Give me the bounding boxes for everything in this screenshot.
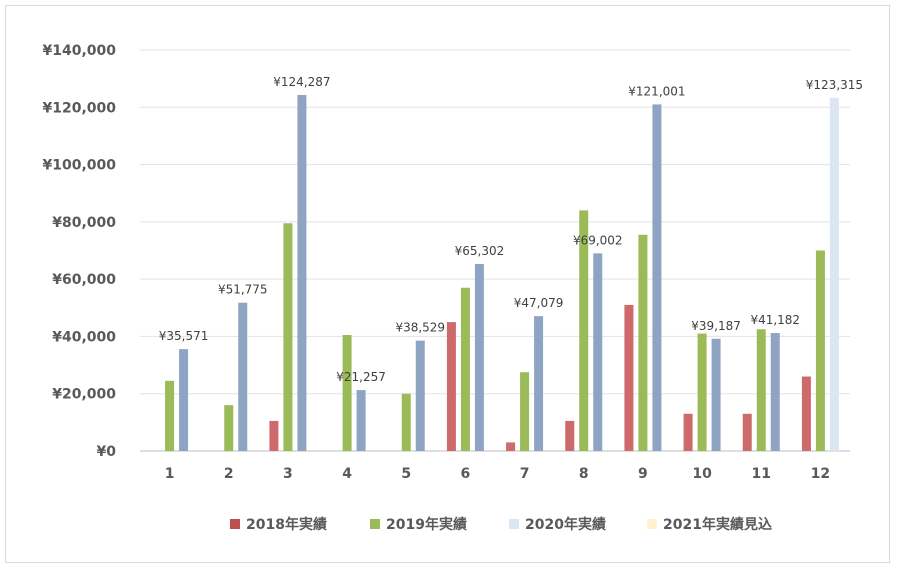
x-axis: 1 2 3 4 5 6 7 8 9 10 11 12 [165, 466, 830, 482]
bar-2018-9 [624, 304, 634, 451]
bar-2019-9 [638, 234, 648, 451]
bar-2018-10 [683, 413, 693, 451]
x-tick-label: 3 [283, 466, 293, 482]
bar-2019-5 [401, 393, 411, 451]
bar-2019-10 [697, 333, 707, 451]
data-label-9: ¥121,001 [628, 84, 685, 98]
data-label-8: ¥69,002 [573, 233, 623, 247]
x-tick-label: 11 [752, 466, 771, 482]
x-tick-label: 4 [342, 466, 352, 482]
bar-2018-12 [801, 376, 811, 451]
x-tick-label: 8 [579, 466, 589, 482]
x-tick-label: 5 [401, 466, 411, 482]
data-label-3: ¥124,287 [273, 75, 330, 89]
bar-2020-6 [474, 263, 484, 451]
x-tick-label: 6 [461, 466, 471, 482]
bar-2020-11 [770, 333, 780, 451]
data-label-2: ¥51,775 [218, 283, 268, 297]
y-tick-label: ¥20,000 [52, 387, 116, 403]
legend-label: 2020年実績 [525, 516, 606, 533]
data-label-5: ¥38,529 [395, 321, 445, 335]
x-tick-label: 7 [520, 466, 530, 482]
y-axis: ¥0 ¥20,000 ¥40,000 ¥60,000 ¥80,000 ¥100,000 ¥1… [42, 43, 116, 460]
legend-label: 2021年実績見込 [663, 516, 772, 533]
bar-2019-11 [756, 329, 766, 451]
x-tick-label: 9 [638, 466, 648, 482]
gridlines [140, 49, 850, 452]
data-labels: ¥35,571 ¥51,775 ¥124,287 ¥21,257 ¥38,529 ¥65,… [159, 75, 863, 384]
data-label-10: ¥39,187 [691, 319, 741, 333]
data-label-11: ¥41,182 [750, 313, 800, 327]
y-tick-label: ¥120,000 [42, 100, 116, 116]
bar-2020-5 [415, 340, 425, 451]
bar-2020-8 [593, 253, 603, 451]
legend-label: 2019年実績 [386, 516, 467, 533]
bar-2019-7 [520, 372, 530, 451]
y-tick-label: ¥140,000 [42, 43, 116, 59]
y-tick-label: ¥0 [97, 444, 117, 460]
x-tick-label: 2 [224, 466, 234, 482]
bar-2020-12 [829, 97, 839, 452]
legend-label: 2018年実績 [246, 516, 327, 533]
chart-frame [5, 5, 890, 563]
bar-2018-8 [565, 420, 575, 451]
bar-2020-4 [356, 390, 366, 451]
legend-swatch [647, 519, 657, 529]
bar-2018-11 [742, 413, 752, 451]
bar-2019-6 [460, 287, 470, 451]
bar-2019-1 [165, 380, 175, 451]
bar-2018-7 [506, 442, 516, 451]
legend-swatch [370, 519, 380, 529]
bar-2020-10 [711, 338, 721, 451]
legend-swatch [509, 519, 519, 529]
data-label-12: ¥123,315 [806, 78, 863, 92]
bar-2019-8 [579, 210, 589, 451]
bar-2018-3 [269, 420, 279, 451]
x-tick-label: 1 [165, 466, 175, 482]
bar-2020-7 [534, 316, 544, 451]
y-tick-label: ¥40,000 [52, 329, 116, 345]
legend-swatch [230, 519, 240, 529]
data-label-7: ¥47,079 [514, 296, 564, 310]
bar-2018-6 [446, 322, 456, 451]
bars [165, 95, 839, 452]
y-tick-label: ¥80,000 [52, 215, 116, 231]
data-label-6: ¥65,302 [455, 244, 505, 258]
bar-2019-4 [342, 334, 352, 451]
y-tick-label: ¥100,000 [42, 158, 116, 174]
data-label-4: ¥21,257 [336, 370, 386, 384]
bar-2020-3 [297, 95, 307, 451]
bar-2019-12 [815, 250, 825, 451]
legend: 2018年実績 2019年実績 2020年実績 2021年実績見込 [230, 516, 772, 533]
bar-2020-1 [179, 349, 189, 451]
bar-2019-2 [224, 405, 234, 451]
data-label-1: ¥35,571 [159, 329, 209, 343]
bar-2019-3 [283, 223, 293, 451]
x-tick-label: 10 [692, 466, 712, 482]
bar-2020-9 [652, 104, 662, 451]
x-tick-label: 12 [811, 466, 830, 482]
y-tick-label: ¥60,000 [52, 272, 116, 288]
bar-2020-2 [238, 302, 248, 451]
